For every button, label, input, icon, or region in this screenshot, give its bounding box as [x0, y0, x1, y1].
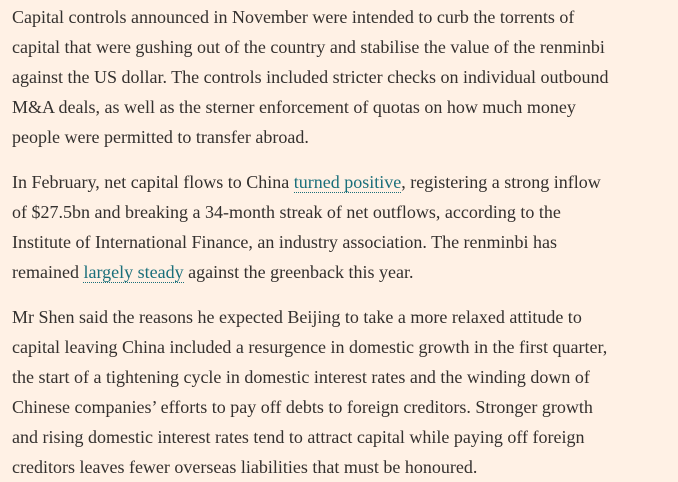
inline-link[interactable]: turned positive: [293, 172, 402, 193]
text-line: M&A deals, as well as the sterner enforc…: [12, 92, 678, 122]
text-line: In February, net capital flows to China …: [12, 167, 678, 197]
text-line: against the US dollar. The controls incl…: [12, 62, 678, 92]
paragraph: Mr Shen said the reasons he expected Bei…: [12, 302, 678, 482]
text-span: M&A deals, as well as the sterner enforc…: [12, 97, 576, 117]
text-line: and rising domestic interest rates tend …: [12, 422, 678, 452]
text-span: against the US dollar. The controls incl…: [12, 67, 609, 87]
text-line: Chinese companies’ efforts to pay off de…: [12, 392, 678, 422]
text-line: remained largely steady against the gree…: [12, 257, 678, 287]
text-span: and rising domestic interest rates tend …: [12, 427, 585, 447]
text-line: people were permitted to transfer abroad…: [12, 122, 678, 152]
text-line: Institute of International Finance, an i…: [12, 227, 678, 257]
text-span: people were permitted to transfer abroad…: [12, 127, 309, 147]
text-line: creditors leaves fewer overseas liabilit…: [12, 452, 678, 482]
text-span: creditors leaves fewer overseas liabilit…: [12, 457, 478, 477]
text-span: capital that were gushing out of the cou…: [12, 37, 605, 57]
text-line: the start of a tightening cycle in domes…: [12, 362, 678, 392]
text-line: of $27.5bn and breaking a 34-month strea…: [12, 197, 678, 227]
text-span: Capital controls announced in November w…: [12, 7, 575, 27]
text-span: of $27.5bn and breaking a 34-month strea…: [12, 202, 561, 222]
text-span: capital leaving China included a resurge…: [12, 337, 608, 357]
inline-link[interactable]: largely steady: [83, 262, 184, 283]
text-line: capital leaving China included a resurge…: [12, 332, 678, 362]
text-span: Mr Shen said the reasons he expected Bei…: [12, 307, 582, 327]
text-span: remained: [12, 262, 84, 282]
text-span: Institute of International Finance, an i…: [12, 232, 558, 252]
text-line: Mr Shen said the reasons he expected Bei…: [12, 302, 678, 332]
text-span: against the greenback this year.: [183, 262, 414, 282]
text-line: capital that were gushing out of the cou…: [12, 32, 678, 62]
text-span: In February, net capital flows to China: [12, 172, 294, 192]
text-span: the start of a tightening cycle in domes…: [12, 367, 590, 387]
paragraph: In February, net capital flows to China …: [12, 167, 678, 287]
text-span: , registering a strong inflow: [401, 172, 601, 192]
text-line: Capital controls announced in November w…: [12, 2, 678, 32]
paragraph: Capital controls announced in November w…: [12, 2, 678, 152]
text-span: Chinese companies’ efforts to pay off de…: [12, 397, 593, 417]
